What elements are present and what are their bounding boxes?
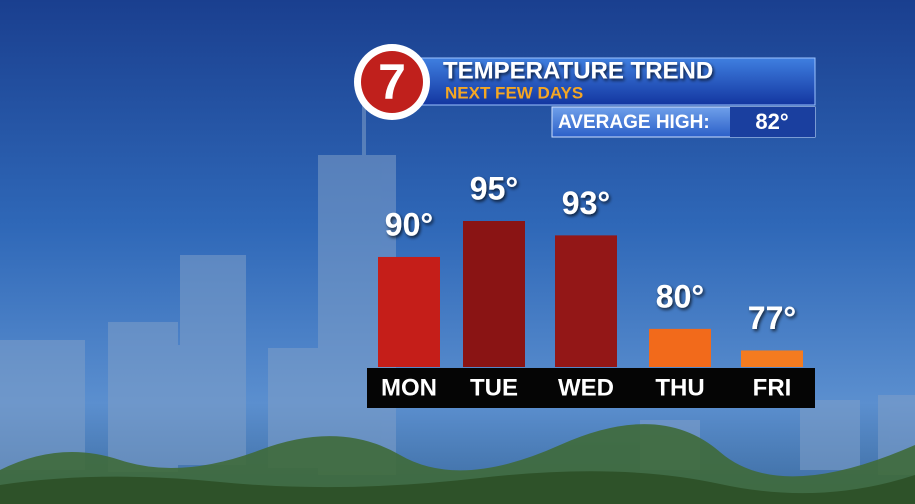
value-label: 95° xyxy=(470,170,518,206)
x-tick-label: TUE xyxy=(470,374,518,401)
title-band xyxy=(419,57,816,106)
bar xyxy=(649,328,711,367)
value-label: 90° xyxy=(385,206,433,242)
value-label: 93° xyxy=(562,185,610,221)
average-value: 82° xyxy=(755,109,788,134)
logo-disc xyxy=(361,51,423,113)
skyline xyxy=(0,100,915,475)
category-strip xyxy=(367,368,815,408)
bar xyxy=(741,350,803,367)
chart-subtitle: NEXT FEW DAYS xyxy=(445,83,583,102)
logo: 7 xyxy=(378,54,406,110)
average-label: AVERAGE HIGH: xyxy=(558,112,710,133)
value-label: 77° xyxy=(748,300,796,336)
bar xyxy=(378,256,440,367)
x-tick-label: MON xyxy=(381,374,437,401)
bar xyxy=(555,235,617,367)
x-tick-label: THU xyxy=(655,374,704,401)
x-tick-label: FRI xyxy=(753,374,792,401)
average-value-box xyxy=(730,107,815,137)
value-label: 80° xyxy=(656,278,704,314)
trees-front xyxy=(0,471,915,504)
x-tick-label: WED xyxy=(558,374,614,401)
chart-title: TEMPERATURE TREND xyxy=(443,57,713,84)
bar xyxy=(463,221,525,367)
